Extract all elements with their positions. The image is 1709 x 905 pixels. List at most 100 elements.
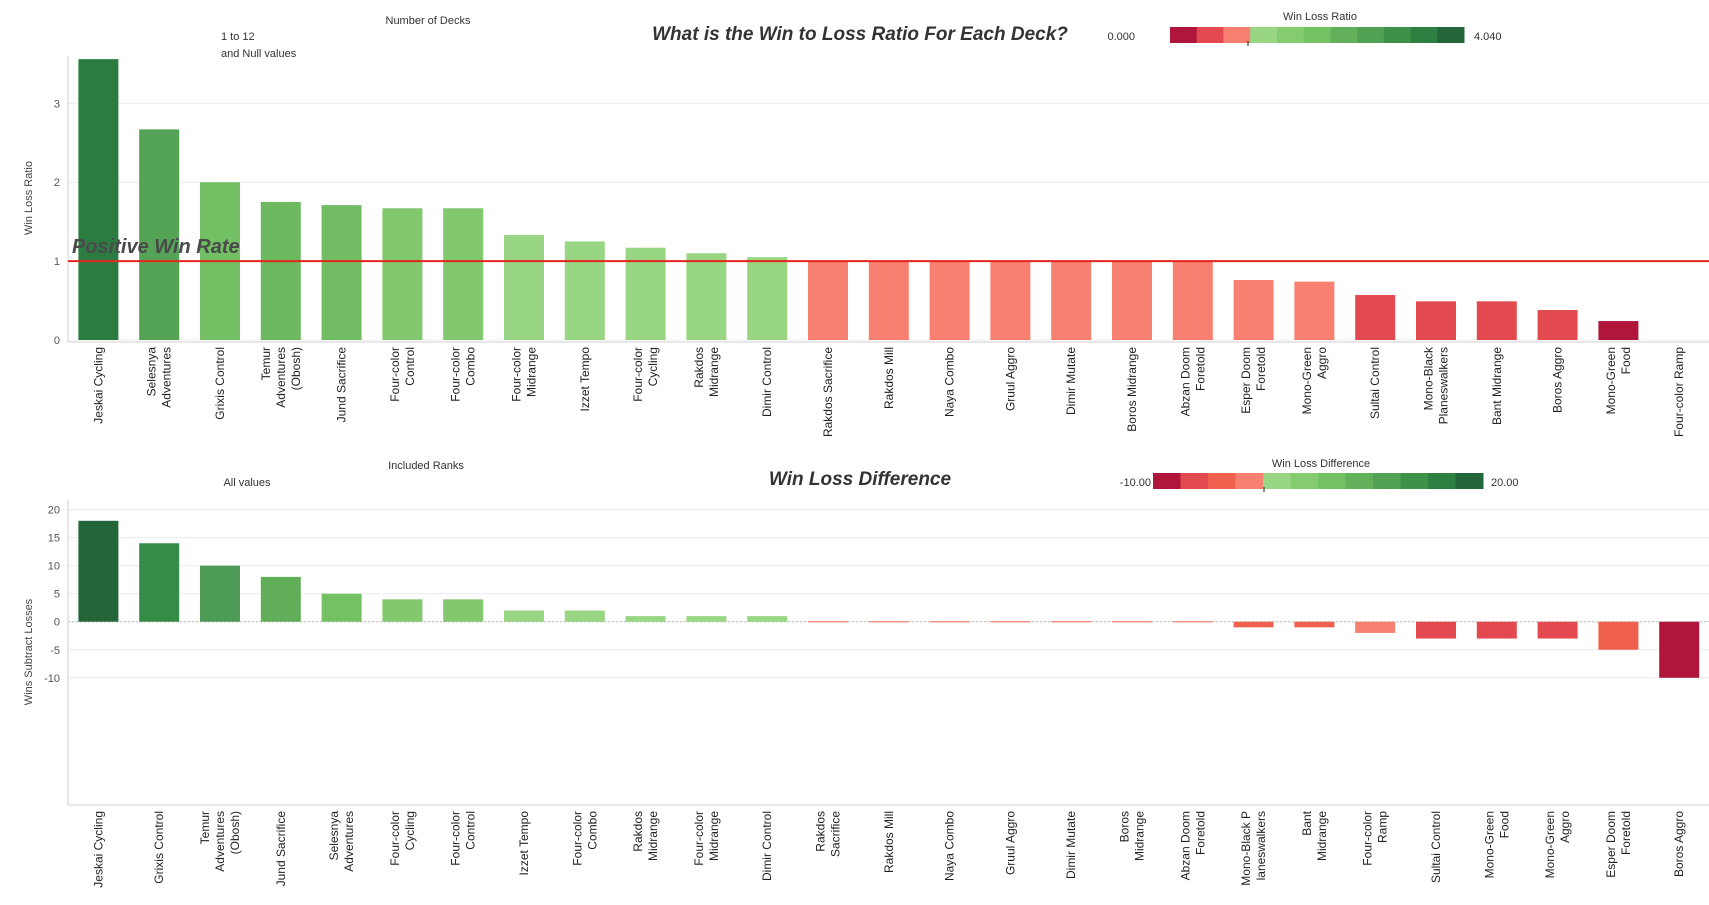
bar-rakdos-midrange[interactable] <box>625 616 666 622</box>
bar-mono-green-food[interactable] <box>1476 621 1517 639</box>
win-loss-ratio-color-legend[interactable] <box>1170 27 1465 46</box>
category-label-line: Abzan Doom <box>1178 811 1192 880</box>
win-loss-difference-title: Win Loss Difference <box>769 469 952 490</box>
bar-naya-combo[interactable] <box>929 261 970 340</box>
bar-rakdos-midrange[interactable] <box>686 253 727 340</box>
bar-mono-green-aggro[interactable] <box>1537 621 1578 639</box>
category-label-line: Mono-Black <box>1422 346 1436 410</box>
category-label-line: Selesnya <box>327 811 341 861</box>
win-loss-ratio-chart: Number of Decks 1 to 12 and Null values … <box>23 11 1709 437</box>
win-loss-difference-y-axis-title: Wins Subtract Losses <box>23 598 35 705</box>
legend-swatch <box>1400 473 1429 489</box>
category-label-line: Jeskai Cycling <box>91 347 105 424</box>
y-tick-label: 2 <box>54 177 60 189</box>
bar-bant-midrange[interactable] <box>1294 621 1335 628</box>
bar-four-color-control[interactable] <box>443 599 484 622</box>
bar-four-color-cycling[interactable] <box>382 599 423 622</box>
bar-rakdos-mill[interactable] <box>868 621 909 623</box>
bar-bant-midrange[interactable] <box>1476 301 1517 340</box>
category-label-line: Grixis Control <box>152 811 166 884</box>
bar-mono-green-food[interactable] <box>1598 321 1639 340</box>
bar-sultai-control[interactable] <box>1416 621 1456 639</box>
bar-izzet-tempo[interactable] <box>564 241 605 340</box>
category-label-line: Four-color <box>388 347 402 402</box>
bar-four-color-combo[interactable] <box>443 208 484 340</box>
bar-rakdos-mill[interactable] <box>868 261 909 340</box>
category-label: Four-color Combo <box>570 811 599 866</box>
category-label: Four-color Midrange <box>692 811 721 866</box>
bar-boros-aggro[interactable] <box>1659 621 1700 678</box>
bar-selesnya-adventures[interactable] <box>321 593 362 622</box>
bar-izzet-tempo[interactable] <box>504 610 544 622</box>
bar-gruul-aggro[interactable] <box>990 261 1031 340</box>
category-label: Rakdos Midrange <box>631 811 660 861</box>
bar-naya-combo[interactable] <box>929 621 970 623</box>
bar-abzan-doom-foretold[interactable] <box>1172 621 1213 623</box>
bar-four-color-control[interactable] <box>382 208 423 340</box>
bar-mono-black-planeswalkers[interactable] <box>1233 621 1274 628</box>
bar-jund-sacrifice[interactable] <box>260 576 301 622</box>
win-loss-ratio-categories: Jeskai Cycling Selesnya Adventures Grixis C… <box>91 346 1686 437</box>
number-of-decks-filter-title: Number of Decks <box>386 15 471 27</box>
bar-boros-midrange[interactable] <box>1112 261 1152 340</box>
win-loss-difference-color-legend[interactable] <box>1153 473 1484 492</box>
y-tick-label: -5 <box>50 645 60 657</box>
bar-four-color-combo[interactable] <box>564 610 605 622</box>
category-label: Dimir Control <box>760 811 774 881</box>
category-label: Bant Midrange <box>1300 810 1329 861</box>
bar-boros-aggro[interactable] <box>1537 310 1578 340</box>
bar-esper-doom-foretold[interactable] <box>1233 280 1274 340</box>
category-label-line: Boros <box>1118 811 1132 842</box>
category-label: Boros Midrange <box>1125 347 1139 432</box>
category-label-line: Foretold <box>1193 347 1207 391</box>
bar-dimir-control[interactable] <box>747 616 788 622</box>
category-label-line: Bant Midrange <box>1490 347 1504 425</box>
number-of-decks-filter-value-line2[interactable]: and Null values <box>221 48 297 60</box>
bar-four-color-cycling[interactable] <box>625 247 666 340</box>
bar-four-color-midrange[interactable] <box>686 616 727 622</box>
bar-dimir-control[interactable] <box>747 257 788 340</box>
y-tick-label: 15 <box>48 533 60 545</box>
bar-rakdos-sacrifice[interactable] <box>808 261 848 340</box>
bar-jeskai-cycling[interactable] <box>78 59 119 341</box>
bar-jeskai-cycling[interactable] <box>78 520 119 622</box>
category-label: Dimir Mutate <box>1064 811 1078 879</box>
bar-mono-black-planeswalkers[interactable] <box>1416 301 1456 340</box>
win-loss-ratio-y-axis-title: Win Loss Ratio <box>23 161 35 235</box>
category-label: Gruul Aggro <box>1003 811 1017 875</box>
category-label: Boros Aggro <box>1551 347 1565 413</box>
y-tick-label: 3 <box>54 98 60 110</box>
bar-selesnya-adventures[interactable] <box>139 129 180 340</box>
bar-dimir-mutate[interactable] <box>1051 621 1092 623</box>
category-label-line: Mono-Black P <box>1239 811 1253 886</box>
category-label-line: Aggro <box>1558 811 1572 843</box>
bar-temur-adventures-obosh-[interactable] <box>200 565 240 622</box>
bar-grixis-control[interactable] <box>139 543 180 622</box>
y-tick-label: 1 <box>54 256 60 268</box>
number-of-decks-filter-value-line1[interactable]: 1 to 12 <box>221 31 255 43</box>
category-label: Dimir Mutate <box>1064 347 1078 415</box>
category-label-line: Bant <box>1300 810 1314 835</box>
bar-temur-adventures-obosh-[interactable] <box>260 201 301 340</box>
bar-boros-midrange[interactable] <box>1112 621 1152 623</box>
category-label: Abzan Doom Foretold <box>1178 811 1207 880</box>
bar-rakdos-sacrifice[interactable] <box>808 621 848 623</box>
bar-mono-green-aggro[interactable] <box>1294 281 1335 340</box>
legend-swatch <box>1345 473 1374 489</box>
bar-jund-sacrifice[interactable] <box>321 205 362 340</box>
bar-sultai-control[interactable] <box>1355 295 1396 340</box>
bar-abzan-doom-foretold[interactable] <box>1172 261 1213 340</box>
category-label: Selesnya Adventures <box>327 811 356 872</box>
bar-four-color-ramp[interactable] <box>1355 621 1396 633</box>
legend-swatch <box>1373 473 1401 489</box>
bar-four-color-midrange[interactable] <box>504 235 544 340</box>
included-ranks-filter-value[interactable]: All values <box>223 477 271 489</box>
bar-gruul-aggro[interactable] <box>990 621 1031 623</box>
bar-esper-doom-foretold[interactable] <box>1598 621 1639 650</box>
category-label-line: Four-color Ramp <box>1672 347 1686 437</box>
category-label: Gruul Aggro <box>1003 347 1017 411</box>
bar-dimir-mutate[interactable] <box>1051 261 1092 340</box>
category-label-line: Foretold <box>1254 347 1268 391</box>
category-label-line: Ramp <box>1376 811 1390 843</box>
